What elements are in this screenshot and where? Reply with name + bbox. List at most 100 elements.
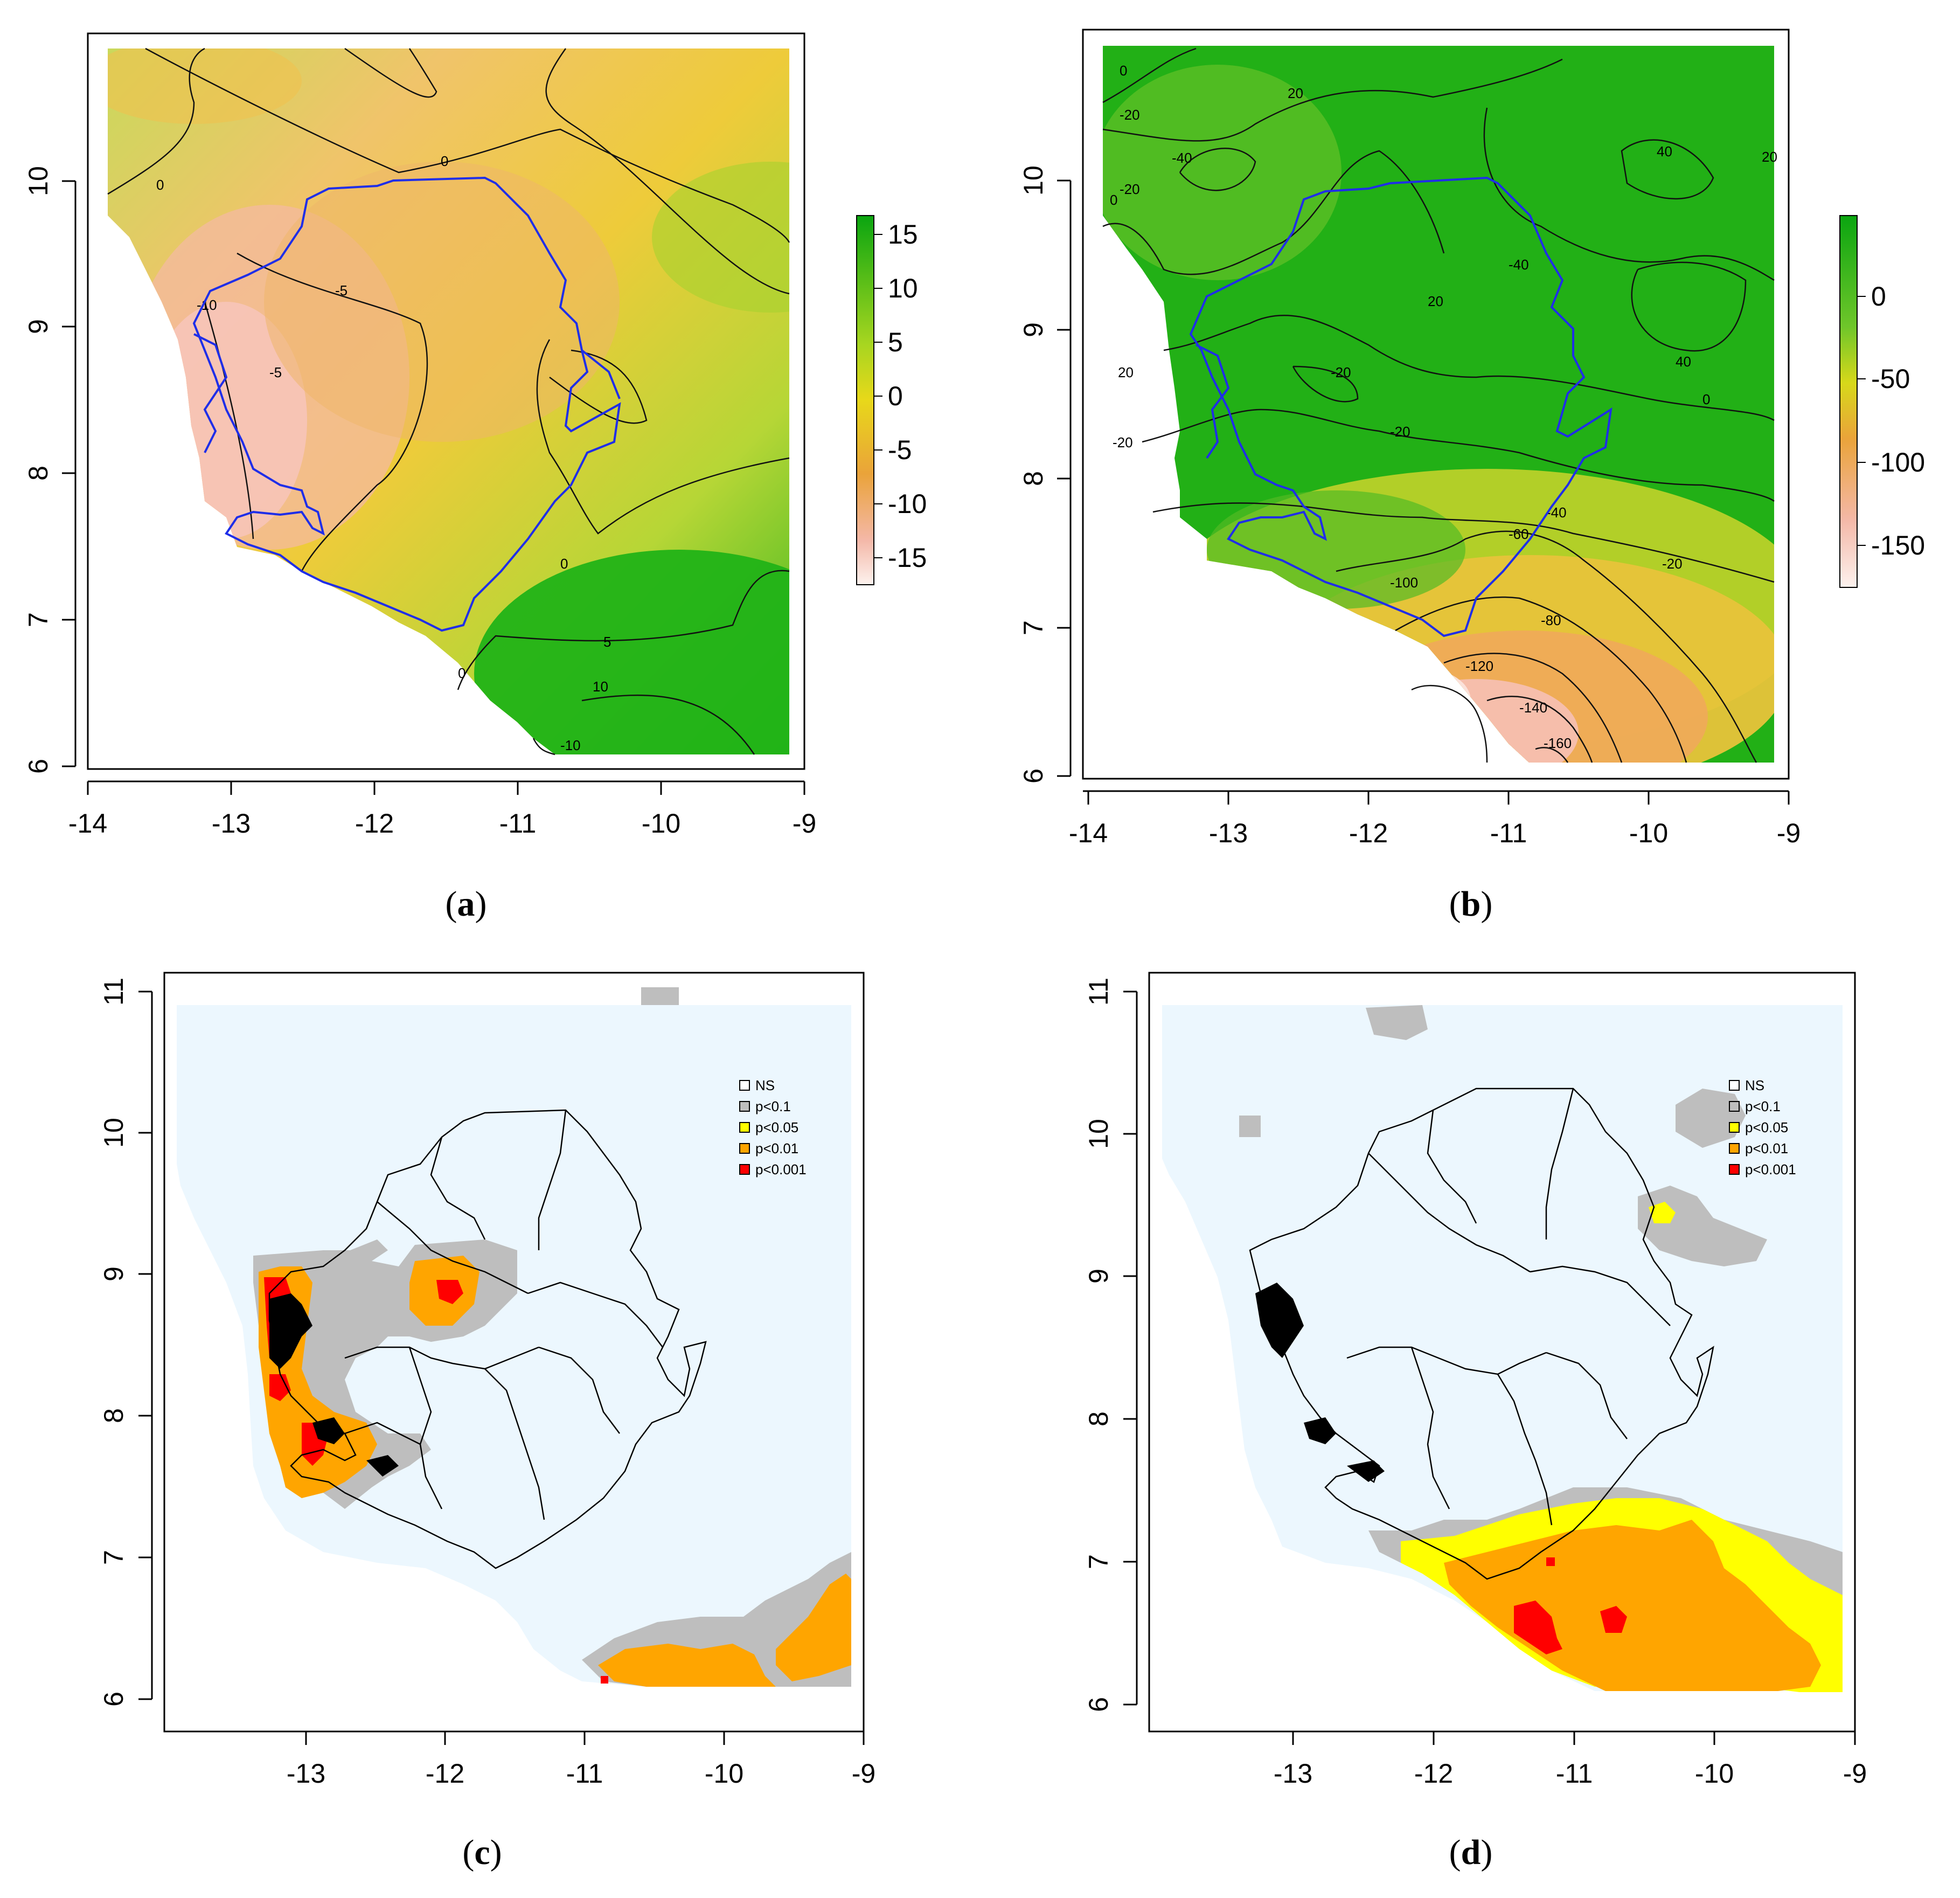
ns-area-c [177, 1005, 851, 1687]
svg-text:-20: -20 [1113, 434, 1133, 451]
svg-text:-140: -140 [1519, 699, 1547, 716]
svg-text:0: 0 [156, 177, 164, 193]
colorbar-a [856, 215, 874, 585]
svg-text:-5: -5 [269, 364, 282, 380]
coast-detail-c [269, 1293, 399, 1477]
svg-text:-9: -9 [1843, 1758, 1867, 1789]
svg-text:7: 7 [1018, 620, 1048, 635]
svg-text:15: 15 [888, 219, 918, 250]
coast-detail-d [1255, 1283, 1385, 1482]
svg-text:-40: -40 [1546, 504, 1567, 521]
svg-text:p<0.001: p<0.001 [1745, 1161, 1796, 1177]
svg-text:p<0.001: p<0.001 [755, 1161, 807, 1177]
svg-text:8: 8 [1083, 1411, 1114, 1426]
legend-c: NS p<0.1 p<0.05 p<0.01 p<0.001 [739, 1077, 807, 1177]
legend-d: NS p<0.1 p<0.05 p<0.01 p<0.001 [1729, 1077, 1796, 1177]
svg-text:20: 20 [1762, 149, 1777, 165]
x-axis-c [164, 1730, 865, 1745]
svg-text:0: 0 [441, 153, 448, 169]
legend-swatch-ns [1729, 1080, 1740, 1091]
y-tick-labels-d: 6 7 8 9 10 11 [1083, 978, 1114, 1712]
legend-swatch-ns [739, 1080, 750, 1091]
caption-b: (b) [1449, 884, 1493, 924]
svg-text:0: 0 [560, 556, 568, 572]
svg-text:-10: -10 [560, 737, 581, 753]
caption-a: (a) [445, 884, 487, 924]
svg-text:-12: -12 [426, 1758, 464, 1789]
svg-text:-5: -5 [888, 435, 912, 465]
svg-text:-14: -14 [1069, 818, 1108, 848]
map-d-svg: -13 -12 -11 -10 -9 6 7 8 9 10 11 NS p<0.… [1083, 972, 1867, 1789]
x-tick-labels-b: -14 -13 -12 -11 -10 -9 [1069, 818, 1801, 848]
svg-text:-11: -11 [1556, 1758, 1593, 1789]
svg-text:10: 10 [1018, 165, 1048, 196]
sig-red-d [1514, 1557, 1627, 1654]
svg-text:-10: -10 [705, 1758, 743, 1789]
svg-text:-12: -12 [1349, 818, 1388, 848]
colorbar-labels-b: 0 -50 -100 -150 [1871, 281, 1925, 560]
panel-d: -13 -12 -11 -10 -9 6 7 8 9 10 11 NS p<0.… [1002, 948, 1960, 1898]
svg-text:10: 10 [1083, 1119, 1114, 1149]
y-axis-d [1123, 990, 1138, 1706]
svg-text:-40: -40 [1172, 150, 1192, 166]
ns-speck-c [641, 987, 679, 1005]
svg-text:8: 8 [23, 466, 53, 481]
svg-text:0: 0 [1120, 63, 1127, 79]
svg-text:-50: -50 [1871, 364, 1910, 394]
svg-text:-20: -20 [1120, 181, 1140, 197]
map-a-svg: 0 0 -5 -10 -5 0 5 10 -10 0 -14 -13 -12 -… [23, 32, 927, 839]
svg-text:-9: -9 [793, 808, 816, 839]
colorbar-b [1839, 215, 1858, 588]
svg-text:-20: -20 [1120, 107, 1140, 123]
svg-text:7: 7 [23, 612, 53, 627]
svg-text:-20: -20 [1390, 424, 1410, 440]
svg-text:-160: -160 [1544, 735, 1572, 751]
svg-text:5: 5 [888, 327, 903, 357]
svg-text:-13: -13 [1209, 818, 1248, 848]
svg-text:-80: -80 [1541, 612, 1561, 628]
svg-text:p<0.1: p<0.1 [755, 1098, 791, 1114]
y-tick-labels-b: 6 7 8 9 10 [1018, 165, 1048, 784]
contours-b [1102, 47, 1775, 763]
svg-text:-100: -100 [1871, 447, 1925, 477]
svg-text:-15: -15 [888, 543, 927, 573]
svg-text:-12: -12 [355, 808, 394, 839]
svg-text:p<0.01: p<0.01 [1745, 1140, 1788, 1156]
svg-text:p<0.05: p<0.05 [755, 1119, 798, 1135]
svg-text:-100: -100 [1390, 574, 1418, 591]
svg-text:-10: -10 [1695, 1758, 1734, 1789]
panel-b: 0 -20 20 -40 -20 40 20 -40 40 -20 -20 0 … [1002, 0, 1960, 938]
y-tick-labels-a: 6 7 8 9 10 [23, 166, 53, 774]
svg-text:-5: -5 [335, 282, 347, 299]
svg-text:6: 6 [1083, 1697, 1114, 1712]
svg-text:-9: -9 [852, 1758, 875, 1789]
svg-text:p<0.1: p<0.1 [1745, 1098, 1781, 1114]
y-axis-a [62, 180, 77, 767]
svg-text:7: 7 [99, 1550, 129, 1565]
svg-text:-11: -11 [1490, 818, 1527, 848]
panel-a: 0 0 -5 -10 -5 0 5 10 -10 0 -14 -13 -12 -… [0, 0, 970, 938]
y-axis-c [138, 990, 153, 1700]
colorbar-ticks-b [1857, 296, 1866, 546]
svg-text:7: 7 [1083, 1554, 1114, 1569]
x-axis-b [1083, 790, 1790, 805]
caption-c: (c) [462, 1833, 502, 1872]
svg-text:-13: -13 [287, 1758, 325, 1789]
x-axis-a [87, 780, 805, 795]
svg-text:0: 0 [1871, 281, 1886, 311]
svg-text:5: 5 [603, 634, 611, 650]
svg-text:9: 9 [99, 1266, 129, 1282]
caption-d: (d) [1449, 1833, 1493, 1872]
legend-swatch-p001 [1729, 1143, 1740, 1154]
contour-labels-b: 0 -20 20 -40 -20 40 20 -40 40 -20 -20 0 … [1110, 63, 1777, 751]
svg-text:40: 40 [1676, 354, 1691, 370]
svg-text:10: 10 [888, 273, 918, 303]
map-c-svg: -13 -12 -11 -10 -9 6 7 8 9 10 11 NS p<0.… [99, 972, 875, 1789]
svg-text:NS: NS [755, 1077, 775, 1093]
svg-text:-13: -13 [212, 808, 251, 839]
x-axis-d [1149, 1730, 1856, 1745]
svg-text:-20: -20 [1662, 556, 1683, 572]
svg-text:-10: -10 [1629, 818, 1668, 848]
contours-a [107, 47, 790, 756]
svg-text:8: 8 [99, 1408, 129, 1423]
